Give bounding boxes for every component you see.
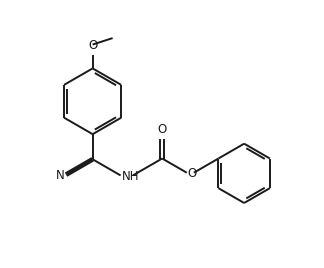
Text: N: N: [56, 169, 65, 183]
Text: NH: NH: [122, 170, 139, 183]
Text: O: O: [157, 123, 167, 136]
Text: O: O: [88, 39, 97, 52]
Text: O: O: [187, 167, 197, 180]
